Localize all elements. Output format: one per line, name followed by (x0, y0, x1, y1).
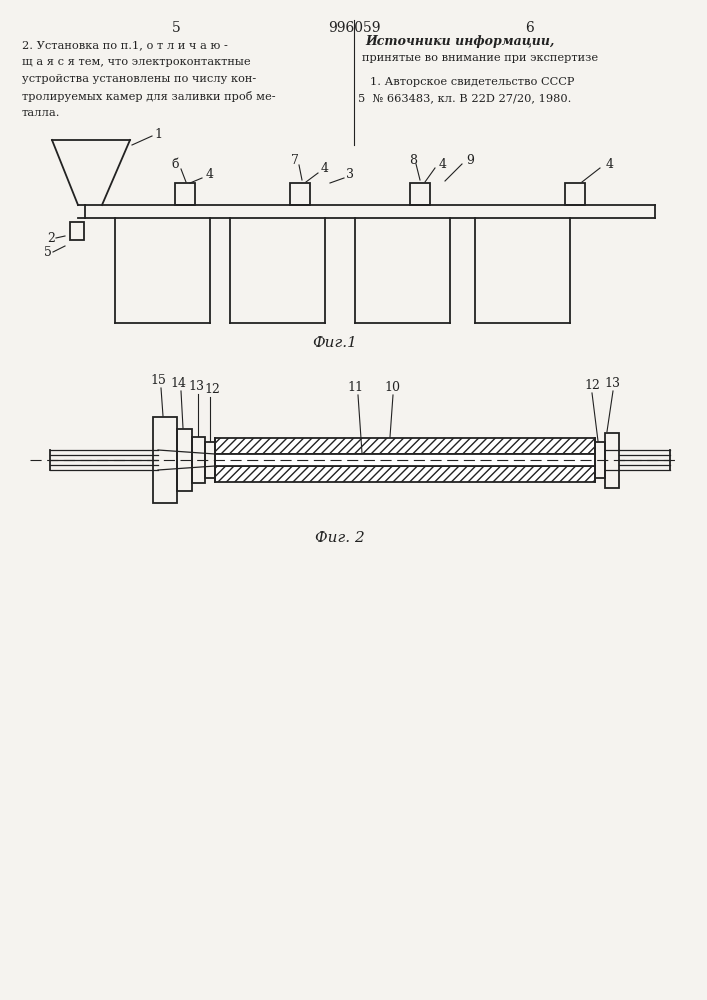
Bar (605, 432, 619, 488)
Text: Фиг. 2: Фиг. 2 (315, 531, 365, 545)
Text: устройства установлены по числу кон-: устройства установлены по числу кон- (22, 74, 256, 84)
Text: 13: 13 (188, 380, 204, 393)
Text: 5: 5 (172, 21, 180, 35)
Text: 12: 12 (204, 383, 220, 396)
Text: 2. Установка по п.1, о т л и ч а ю -: 2. Установка по п.1, о т л и ч а ю - (22, 40, 228, 50)
Bar (595, 442, 605, 478)
Text: тролируемых камер для заливки проб ме-: тролируемых камер для заливки проб ме- (22, 91, 276, 102)
Bar (215, 454, 595, 466)
Bar (215, 438, 595, 454)
Bar (290, 183, 310, 205)
Text: 7: 7 (291, 154, 299, 167)
Bar (565, 183, 585, 205)
Text: принятые во внимание при экспертизе: принятые во внимание при экспертизе (362, 53, 598, 63)
Text: 12: 12 (584, 379, 600, 392)
Text: 15: 15 (150, 374, 166, 387)
Bar (177, 429, 192, 491)
Text: 4: 4 (321, 162, 329, 176)
Text: талла.: талла. (22, 108, 61, 118)
Text: 8: 8 (409, 153, 417, 166)
Text: 11: 11 (347, 381, 363, 394)
Text: Источники информации,: Источники информации, (365, 35, 554, 48)
Text: 4: 4 (439, 157, 447, 170)
Text: Фиг.1: Фиг.1 (312, 336, 358, 350)
Bar (192, 437, 205, 483)
Text: 4: 4 (206, 167, 214, 180)
Text: 6: 6 (525, 21, 534, 35)
Text: 5  № 663483, кл. В 22D 27/20, 1980.: 5 № 663483, кл. В 22D 27/20, 1980. (358, 93, 571, 103)
Bar (410, 183, 430, 205)
Text: 1. Авторское свидетельство СССР: 1. Авторское свидетельство СССР (370, 77, 574, 87)
Text: 4: 4 (606, 157, 614, 170)
Text: 13: 13 (604, 377, 620, 390)
Text: 1: 1 (154, 128, 162, 141)
Bar (175, 183, 195, 205)
Bar (70, 222, 84, 240)
Bar (153, 417, 177, 503)
Text: 5: 5 (44, 245, 52, 258)
Text: 2: 2 (47, 232, 55, 244)
Bar (215, 466, 595, 482)
Text: 3: 3 (346, 167, 354, 180)
Text: 10: 10 (384, 381, 400, 394)
Text: щ а я с я тем, что электроконтактные: щ а я с я тем, что электроконтактные (22, 57, 250, 67)
Text: 996059: 996059 (328, 21, 380, 35)
Text: б: б (171, 158, 179, 172)
Text: 9: 9 (466, 153, 474, 166)
Bar (205, 442, 215, 478)
Text: 14: 14 (170, 377, 186, 390)
